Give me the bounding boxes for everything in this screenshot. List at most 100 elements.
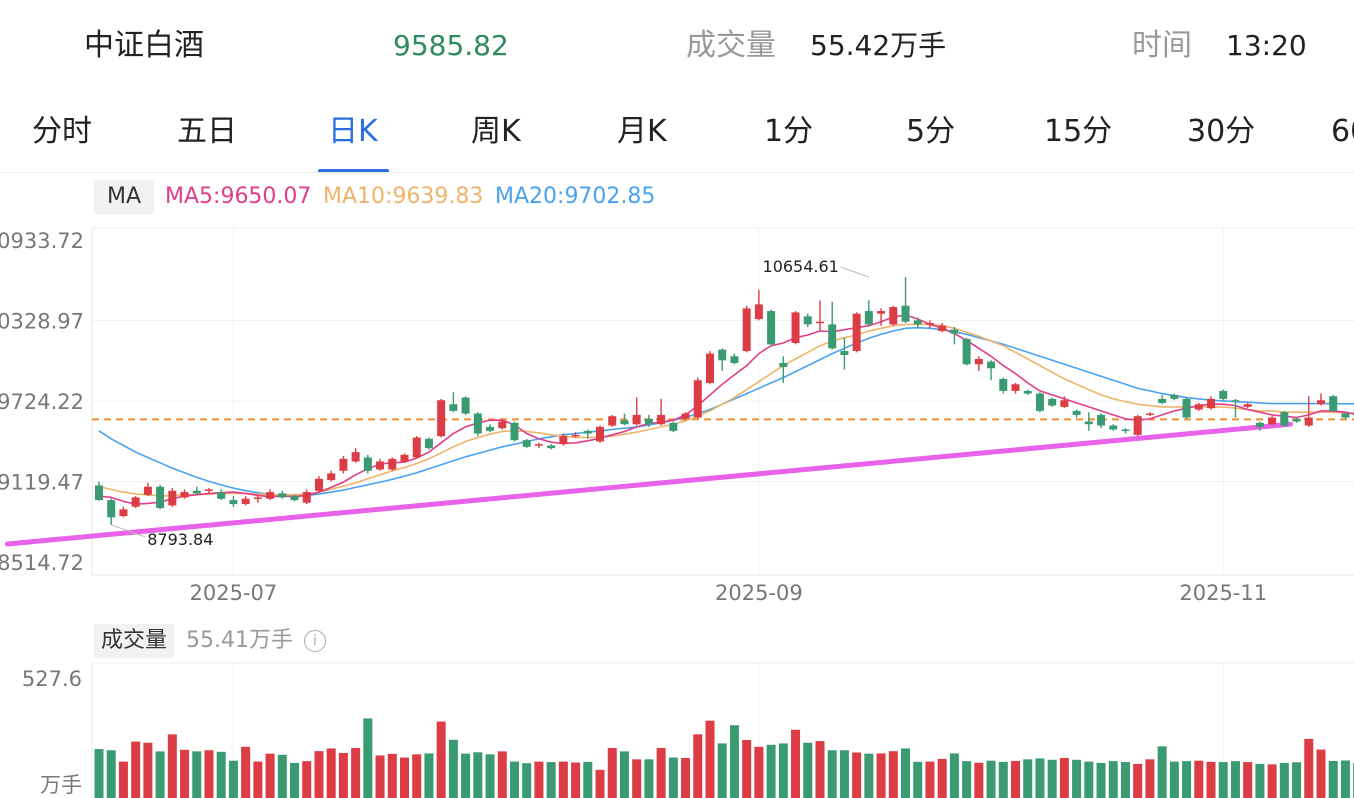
candle-body xyxy=(889,307,898,325)
candle xyxy=(1304,396,1313,427)
tab-15min[interactable]: 15分 xyxy=(1044,114,1113,149)
volume-bar xyxy=(607,747,617,798)
period-tabs: 分时 五日 日K 周K 月K 1分 5分 15分 30分 60分 xyxy=(0,100,1354,173)
tab-1min[interactable]: 1分 xyxy=(764,114,814,149)
candle-body xyxy=(1145,413,1154,416)
volume-bar xyxy=(962,761,972,798)
candle-body xyxy=(461,397,470,414)
candle xyxy=(241,496,250,506)
volume-bar xyxy=(509,761,519,798)
volume-bar xyxy=(778,743,788,798)
volume-bar xyxy=(619,751,629,798)
tab-weekly-k[interactable]: 周K xyxy=(471,114,521,149)
candle xyxy=(1268,416,1277,426)
candle-body xyxy=(901,305,910,322)
candle-body xyxy=(718,349,727,361)
volume-bar xyxy=(241,746,251,798)
candle xyxy=(1023,389,1032,395)
candle-body xyxy=(706,353,714,383)
volume-bar xyxy=(265,753,275,798)
candle xyxy=(742,305,751,353)
volume-bar xyxy=(583,761,593,798)
candle xyxy=(1011,382,1020,394)
tab-60min[interactable]: 60分 xyxy=(1331,114,1354,149)
volume-bar xyxy=(204,750,214,798)
candle-body xyxy=(596,426,605,442)
candle-body xyxy=(1182,398,1191,418)
candle-body xyxy=(107,500,116,518)
candle xyxy=(620,413,629,426)
volume-tag[interactable]: 成交量 xyxy=(94,624,174,658)
candle-body xyxy=(1048,398,1057,406)
candle xyxy=(131,496,140,509)
tab-intraday[interactable]: 分时 xyxy=(32,114,92,149)
volume-bar xyxy=(1328,760,1338,798)
candle xyxy=(706,350,714,385)
candle xyxy=(1317,393,1325,406)
candle xyxy=(962,337,971,366)
info-icon[interactable]: i xyxy=(304,630,326,652)
candle-body xyxy=(192,490,201,494)
tab-monthly-k[interactable]: 月K xyxy=(617,114,667,149)
candle-body xyxy=(522,440,531,447)
volume-bar xyxy=(1218,762,1228,798)
volume-bar xyxy=(913,761,923,798)
index-name: 中证白酒 xyxy=(84,28,204,63)
volume-bar xyxy=(1096,762,1106,798)
volume-bar xyxy=(461,753,471,798)
candle xyxy=(1255,421,1264,431)
candle xyxy=(327,470,336,482)
volume-bar xyxy=(387,753,397,798)
volume-bar xyxy=(1169,761,1179,798)
min-leader-line xyxy=(111,524,146,538)
candle xyxy=(1280,410,1289,427)
volume-bar xyxy=(497,751,507,798)
tab-daily-k[interactable]: 日K xyxy=(328,114,378,149)
candle-body xyxy=(669,422,678,431)
tab-30min[interactable]: 30分 xyxy=(1187,114,1256,149)
volume-bar xyxy=(277,754,287,798)
volume-bar xyxy=(791,729,801,798)
candle-body xyxy=(547,445,556,449)
candle xyxy=(290,494,299,502)
candle-body xyxy=(1329,396,1338,411)
tab-five-day[interactable]: 五日 xyxy=(177,114,237,149)
volume-bar xyxy=(1072,759,1082,798)
volume-bar xyxy=(326,748,336,798)
candle xyxy=(1170,393,1179,401)
candle-body xyxy=(877,311,886,314)
candle-body xyxy=(864,311,873,325)
volume-bar xyxy=(986,760,996,798)
candle-body xyxy=(1133,416,1142,435)
candle-body xyxy=(1292,418,1301,422)
candle-body xyxy=(1060,400,1069,407)
candle-body xyxy=(473,413,482,434)
candle-body xyxy=(938,325,947,332)
volume-bar xyxy=(473,752,483,798)
volume-bar xyxy=(106,750,116,798)
candle xyxy=(461,396,470,415)
candle-body xyxy=(962,338,971,365)
candle xyxy=(449,392,458,413)
volume-bar xyxy=(1011,760,1020,798)
volume-bar xyxy=(729,725,739,798)
candle xyxy=(1231,398,1240,418)
candle-body xyxy=(217,492,226,499)
candle-body xyxy=(204,489,213,491)
volume-bar xyxy=(338,752,348,798)
volume-bar xyxy=(155,751,165,798)
trendline xyxy=(4,421,1293,547)
volume-bar xyxy=(558,761,568,798)
ma10-value: MA10:9639.83 xyxy=(323,184,484,209)
volume-bar xyxy=(681,757,691,798)
candle-body xyxy=(1194,404,1203,410)
tab-5min[interactable]: 5分 xyxy=(906,114,956,149)
candle xyxy=(669,421,678,433)
candle-body xyxy=(1023,390,1032,394)
volume-legend-value: 55.41万手 xyxy=(186,628,293,653)
candle xyxy=(229,496,238,507)
candle xyxy=(1121,428,1130,434)
candle xyxy=(363,454,372,474)
ma-tag[interactable]: MA xyxy=(94,180,154,214)
